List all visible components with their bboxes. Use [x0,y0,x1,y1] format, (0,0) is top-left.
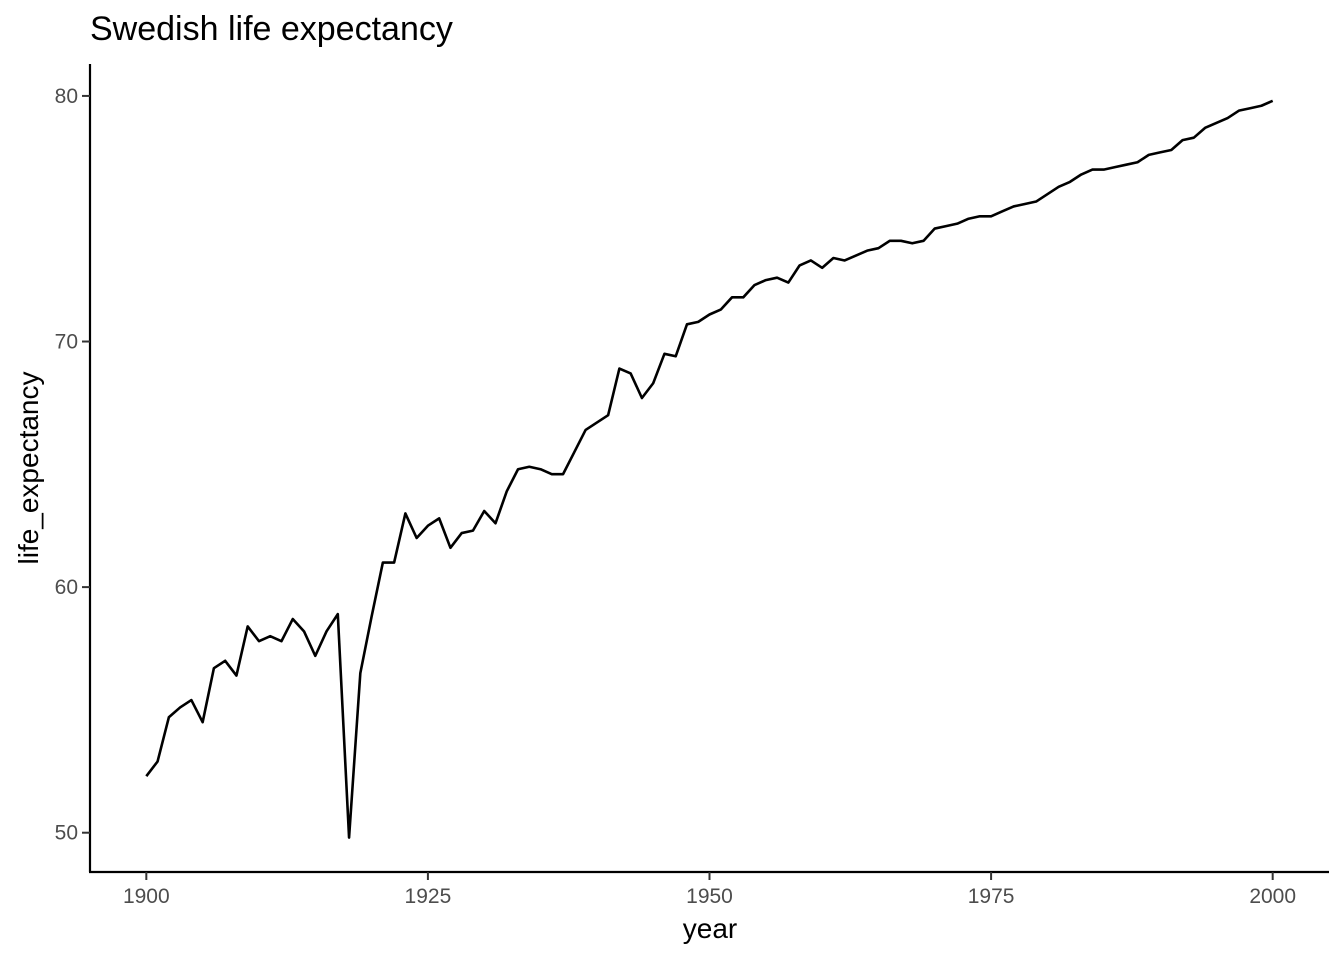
y-tick-label: 50 [55,822,78,845]
y-tick-label: 80 [55,85,78,108]
x-tick-label: 1975 [968,885,1015,908]
series-line-life-expectancy [145,99,1274,839]
y-tick-label: 60 [55,576,78,599]
y-ticks: 50 60 70 80 [55,85,90,845]
x-axis-title: year [683,913,737,944]
plot-area: 1900 1925 1950 1975 2000 50 60 70 80 [55,64,1329,908]
x-tick-label: 1950 [686,885,733,908]
x-tick-label: 2000 [1249,885,1296,908]
y-axis-title: life_expectancy [13,371,44,564]
x-ticks: 1900 1925 1950 1975 2000 [123,872,1296,908]
chart-title: Swedish life expectancy [90,10,453,48]
y-tick-label: 70 [55,331,78,354]
x-tick-label: 1925 [405,885,452,908]
x-tick-label: 1900 [123,885,170,908]
